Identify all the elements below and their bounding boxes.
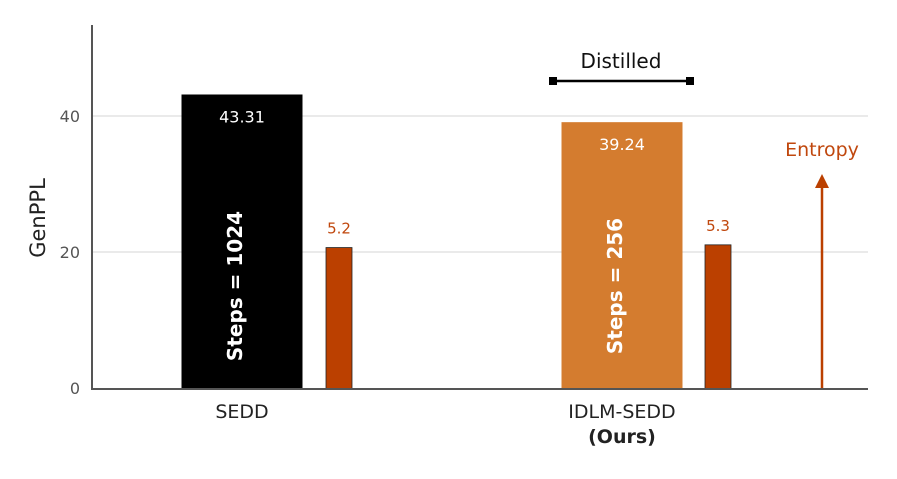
x-tick-idlm-ours: (Ours) (588, 426, 656, 448)
y-axis-label: GenPPL (26, 178, 50, 258)
entropy-arrow (815, 174, 829, 388)
bar-sedd-genppl (181, 94, 303, 389)
y-tick-0: 0 (70, 379, 80, 398)
distilled-label: Distilled (581, 49, 662, 73)
entropy-label-sedd: 5.2 (327, 220, 351, 238)
x-tick-sedd: SEDD (215, 401, 268, 423)
entropy-label: Entropy (785, 139, 859, 161)
steps-label-sedd: Steps = 1024 (223, 211, 247, 361)
y-tick-20: 20 (60, 243, 80, 262)
distilled-bracket (549, 77, 694, 85)
x-tick-idlm: IDLM-SEDD (568, 401, 675, 423)
value-label-sedd: 43.31 (219, 107, 265, 126)
bar-sedd-entropy (325, 247, 353, 390)
entropy-label-idlm: 5.3 (706, 217, 730, 235)
y-tick-40: 40 (60, 107, 80, 126)
value-label-idlm: 39.24 (599, 135, 645, 154)
steps-label-idlm: Steps = 256 (603, 218, 627, 354)
bar-idlm-entropy (704, 244, 732, 390)
bar-idlm-genppl (561, 122, 683, 389)
